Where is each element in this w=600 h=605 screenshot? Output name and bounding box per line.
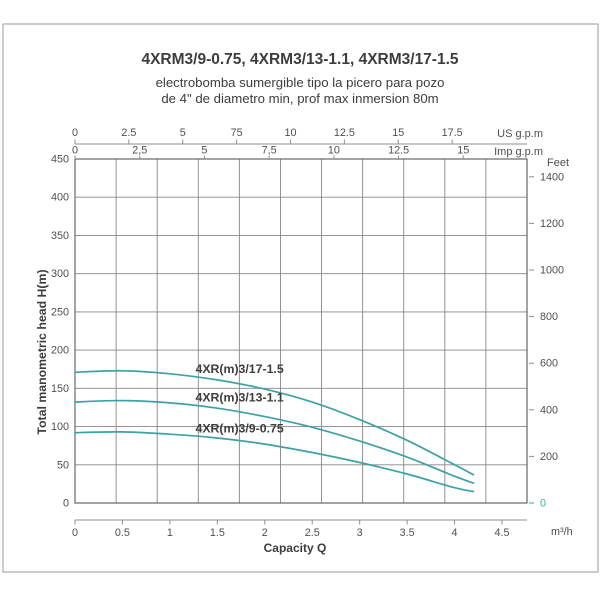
feet-tick-label: 200 [540, 451, 558, 463]
y-axis-title: Total manometric head H(m) [35, 269, 49, 434]
capacity-tick-label: 0 [72, 527, 78, 539]
feet-tick-label: 1400 [540, 171, 564, 183]
y-left-tick-label: 50 [57, 459, 69, 471]
capacity-tick-label: 1 [167, 527, 173, 539]
imp-gpm-tick-label: 5 [201, 145, 207, 157]
y-left-tick-label: 100 [51, 421, 69, 433]
us-gpm-tick-label: 75 [231, 127, 243, 139]
us-gpm-tick-label: 2.5 [121, 127, 136, 139]
us-gpm-tick-label: 17.5 [442, 127, 463, 139]
us-gpm-tick-label: 5 [180, 127, 186, 139]
y-left-tick-label: 350 [51, 230, 69, 242]
y-left-tick-label: 150 [51, 383, 69, 395]
capacity-tick-label: 4 [452, 527, 458, 539]
plot-area: 0501001502002503003504004500200400600800… [51, 127, 564, 539]
imp-gpm-tick-label: 2,5 [132, 145, 147, 157]
pump-curve-0 [74, 369, 475, 476]
imp-gpm-tick-label: 12.5 [388, 145, 409, 157]
us-gpm-axis-unit: US g.p.m [497, 128, 543, 140]
capacity-tick-label: 1.5 [210, 527, 225, 539]
capacity-tick-label: 3.5 [400, 527, 415, 539]
feet-zero-tick-label: 0 [540, 498, 546, 510]
imp-gpm-tick-label: 0 [72, 145, 78, 157]
curve-label-1: 4XR(m)3/13-1.1 [196, 391, 284, 405]
curve-label-0: 4XR(m)3/17-1.5 [196, 362, 284, 376]
y-left-tick-label: 200 [51, 345, 69, 357]
x-axis-title: Capacity Q [264, 541, 327, 555]
us-gpm-tick-label: 15 [392, 127, 404, 139]
chart-subtitle-line1: electrobomba sumergible tipo la picero p… [156, 75, 445, 90]
pump-curve-2 [74, 431, 475, 493]
curve-label-2: 4XR(m)3/9-0.75 [196, 421, 284, 435]
imp-gpm-tick-label: 10 [328, 145, 340, 157]
y-left-tick-label: 0 [63, 498, 69, 510]
y-left-tick-label: 450 [51, 154, 69, 166]
capacity-tick-label: 2 [262, 527, 268, 539]
imp-gpm-axis-unit: Imp g.p.m [494, 146, 543, 158]
y-left-tick-label: 250 [51, 306, 69, 318]
capacity-tick-label: 3 [357, 527, 363, 539]
chart-title: 4XRM3/9-0.75, 4XRM3/13-1.1, 4XRM3/17-1.5 [141, 51, 458, 68]
imp-gpm-tick-label: 7,5 [262, 145, 277, 157]
feet-tick-label: 1200 [540, 218, 564, 230]
us-gpm-tick-label: 10 [284, 127, 296, 139]
capacity-tick-label: 2.5 [305, 527, 320, 539]
pump-curve-1 [74, 399, 475, 484]
y-left-tick-label: 400 [51, 192, 69, 204]
feet-tick-label: 600 [540, 358, 558, 370]
feet-tick-label: 800 [540, 311, 558, 323]
us-gpm-tick-label: 0 [72, 127, 78, 139]
plot-border [74, 158, 528, 504]
capacity-tick-label: 4.5 [494, 527, 509, 539]
chart-subtitle-line2: de 4" de diametro min, prof max inmersio… [161, 91, 438, 106]
imp-gpm-tick-label: 15 [457, 145, 469, 157]
feet-axis-unit: Feet [547, 157, 569, 169]
capacity-tick-label: 0.5 [115, 527, 130, 539]
chart-frame-border [2, 23, 599, 573]
us-gpm-tick-label: 12.5 [334, 127, 355, 139]
feet-tick-label: 1000 [540, 264, 564, 276]
m3h-axis-unit: m³/h [551, 526, 573, 538]
feet-tick-label: 400 [540, 404, 558, 416]
y-left-tick-label: 300 [51, 268, 69, 280]
